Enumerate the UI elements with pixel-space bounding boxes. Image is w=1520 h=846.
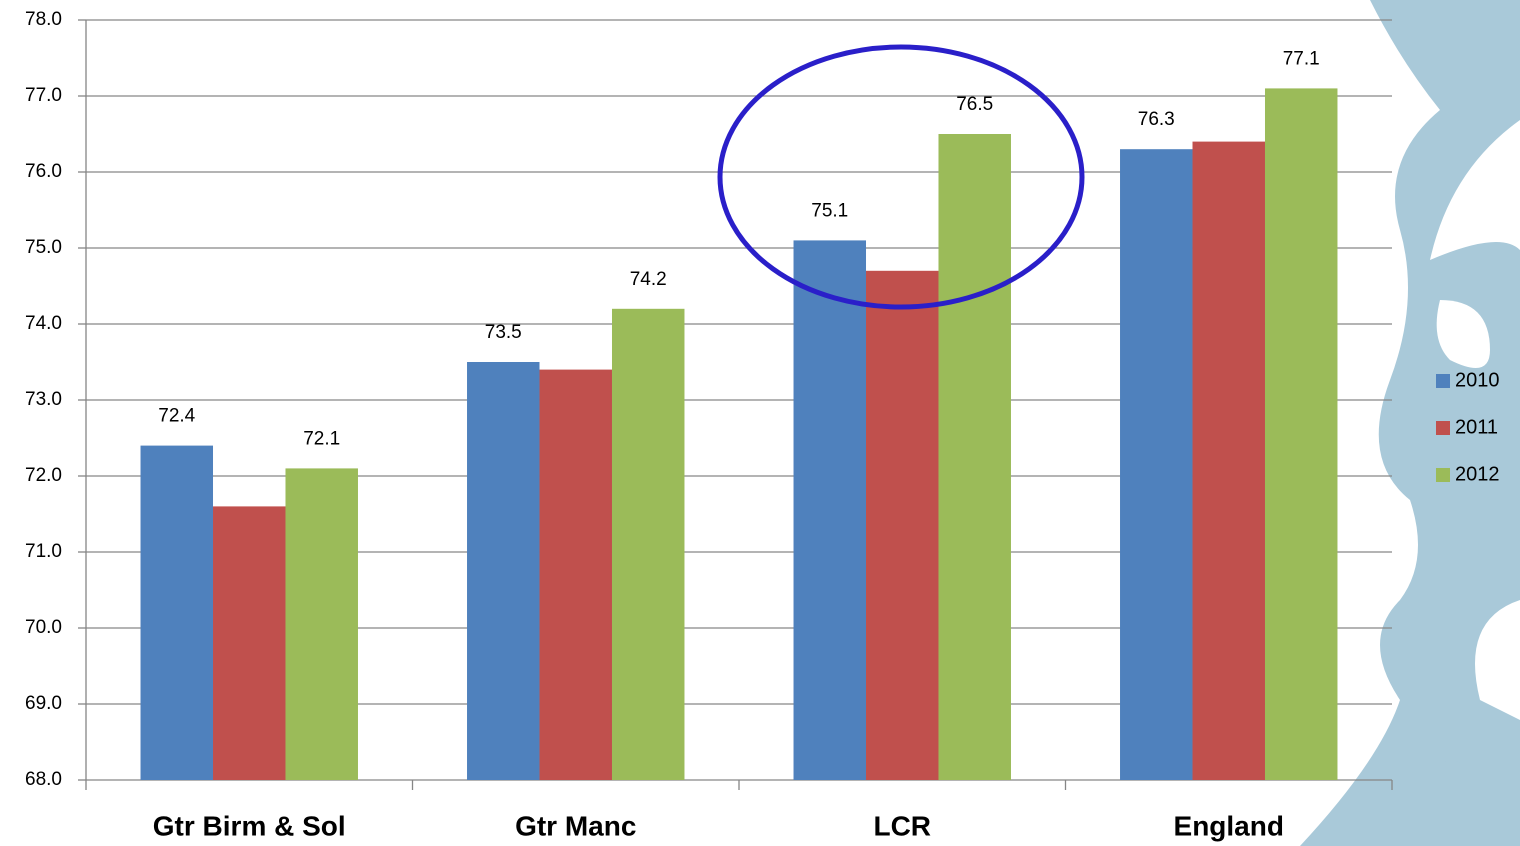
data-label: 76.3: [1138, 109, 1175, 130]
y-tick-label: 78.0: [25, 9, 62, 30]
legend-label: 2012: [1455, 463, 1500, 485]
data-label: 77.1: [1283, 48, 1320, 69]
bar: [540, 370, 612, 780]
y-tick-label: 69.0: [25, 693, 62, 714]
chart: 68.0 69.0 70.0 71.0 72.0 73.0 74.0 75.0 76.0 77.0…: [0, 0, 1520, 846]
data-label: 74.2: [630, 269, 667, 290]
y-tick-label: 70.0: [25, 617, 62, 638]
bar: [1120, 149, 1192, 780]
bar: [794, 240, 866, 780]
legend-swatch: [1436, 468, 1450, 482]
bar: [213, 506, 285, 780]
y-tick-label: 74.0: [25, 313, 62, 334]
y-tick-label: 75.0: [25, 237, 62, 258]
bar: [612, 309, 684, 780]
data-label: 76.5: [956, 94, 993, 115]
y-tick-label: 72.0: [25, 465, 62, 486]
x-tick-label: LCR: [873, 810, 931, 841]
legend-label: 2011: [1455, 416, 1498, 438]
data-label: 72.4: [158, 406, 195, 427]
bar: [1193, 142, 1265, 780]
y-tick-label: 77.0: [25, 85, 62, 106]
page: {"chart_data": {"type": "bar", "categori…: [0, 0, 1520, 846]
x-tick-label: England: [1174, 810, 1284, 841]
legend-swatch: [1436, 421, 1450, 435]
legend-swatch: [1436, 374, 1450, 388]
y-tick-label: 73.0: [25, 389, 62, 410]
y-tick-label: 76.0: [25, 161, 62, 182]
y-tick-label: 71.0: [25, 541, 62, 562]
bar: [866, 271, 938, 780]
y-tick-label: 68.0: [25, 769, 62, 790]
x-tick-label: Gtr Manc: [515, 810, 636, 841]
decor-shape: [1430, 760, 1475, 846]
bar: [467, 362, 539, 780]
data-label: 73.5: [485, 322, 522, 343]
bar: [938, 134, 1010, 780]
data-label: 72.1: [303, 428, 340, 449]
legend-label: 2010: [1455, 369, 1500, 391]
bar: [141, 446, 213, 780]
highlight-ellipse: [720, 47, 1082, 307]
x-tick-label: Gtr Birm & Sol: [153, 810, 346, 841]
bar: [285, 468, 357, 780]
bar: [1265, 88, 1337, 780]
data-label: 75.1: [811, 200, 848, 221]
